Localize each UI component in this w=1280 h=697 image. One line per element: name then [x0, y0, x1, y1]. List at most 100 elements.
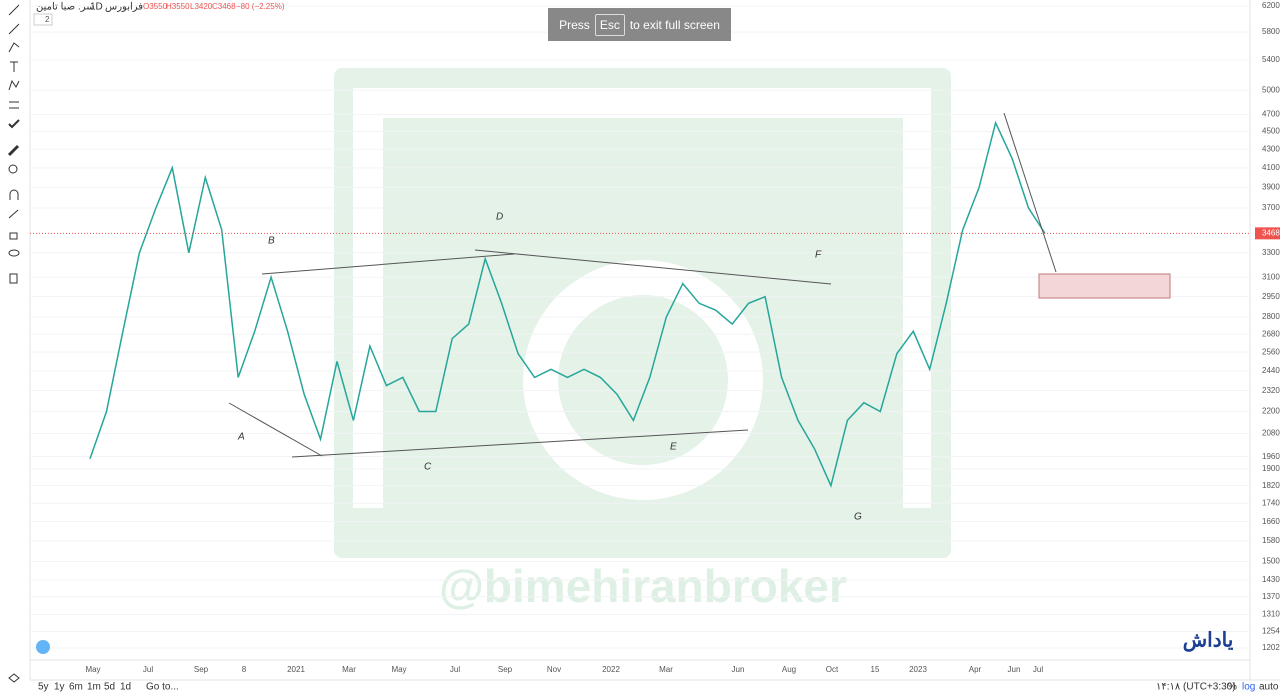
watermark-text: @bimehiranbroker — [439, 560, 847, 612]
x-tick-label: 2022 — [602, 665, 620, 674]
indicator-count: 2 — [45, 15, 50, 24]
trendlines — [228, 112, 1057, 458]
trendline — [291, 429, 749, 458]
y-tick-label: 1254 — [1262, 627, 1280, 636]
tool-icon[interactable] — [8, 209, 19, 219]
y-tick-label: 3300 — [1262, 248, 1280, 257]
range-button[interactable]: 5d — [104, 682, 115, 693]
tool-icon[interactable] — [8, 249, 20, 257]
hint-key: Esc — [594, 13, 625, 36]
x-tick-label: Jun — [1008, 665, 1021, 674]
tool-icon[interactable] — [8, 164, 18, 174]
tool-icon[interactable] — [8, 79, 20, 91]
tool-icon[interactable] — [9, 273, 18, 284]
ohlc: H3550 — [166, 2, 190, 11]
header: سر. صبا تامین 1D فرابورس O3550 H3550 L34… — [33, 2, 285, 26]
tool-icon[interactable] — [8, 4, 20, 16]
log-toggle[interactable]: log — [1242, 682, 1255, 693]
y-tick-label: 3700 — [1262, 203, 1280, 212]
wave-label: F — [815, 250, 822, 261]
x-tick-label: 15 — [871, 665, 880, 674]
range-button[interactable]: 1d — [120, 682, 131, 693]
hint-text: to exit full screen — [629, 17, 720, 32]
percent-toggle[interactable]: % — [1228, 682, 1237, 693]
auto-toggle[interactable]: auto — [1259, 682, 1279, 693]
indicator-toggle[interactable] — [33, 13, 53, 26]
tool-icon[interactable] — [8, 119, 20, 129]
y-tick-label: 6200 — [1262, 1, 1280, 10]
drawing-toolbar — [7, 4, 20, 683]
y-tick-label: 4500 — [1262, 127, 1280, 136]
x-tick-label: Mar — [659, 665, 673, 674]
tool-icon[interactable] — [8, 23, 20, 35]
y-tick-label: 3100 — [1262, 272, 1280, 281]
x-tick-label: Oct — [826, 665, 839, 674]
tool-icon[interactable] — [8, 42, 20, 53]
y-tick-label: 5400 — [1262, 55, 1280, 64]
y-tick-label: 1310 — [1262, 609, 1280, 618]
trendline — [261, 253, 515, 275]
y-tick-label: 4300 — [1262, 144, 1280, 153]
y-tick-label: 2320 — [1262, 386, 1280, 395]
y-tick-label: 1580 — [1262, 536, 1280, 545]
x-tick-label: May — [85, 665, 100, 674]
range-button[interactable]: 5y — [38, 682, 49, 693]
price-line — [89, 120, 1046, 488]
y-tick-label: 2200 — [1262, 407, 1280, 416]
y-tick-label: 1430 — [1262, 575, 1280, 584]
x-tick-label: Nov — [547, 665, 561, 674]
range-button[interactable]: 1m — [87, 682, 101, 693]
ohlc: O3550 — [143, 2, 168, 11]
last-price-label: 3468 — [1262, 228, 1280, 237]
range-button[interactable]: 6m — [69, 682, 83, 693]
tool-icon[interactable] — [8, 673, 20, 683]
tool-icon[interactable] — [10, 61, 18, 72]
trendline — [1003, 112, 1057, 273]
y-tick-label: 4100 — [1262, 163, 1280, 172]
tool-icon[interactable] — [9, 101, 19, 109]
y-tick-label: 1500 — [1262, 556, 1280, 565]
wave-label: D — [496, 212, 503, 223]
trendline — [474, 249, 832, 285]
watermark-logo — [334, 68, 951, 558]
target-zone — [1038, 273, 1171, 299]
x-tick-label: 2021 — [287, 665, 305, 674]
wave-label: G — [854, 512, 862, 523]
wave-labels: A B C D E F G — [237, 212, 862, 523]
goto-button[interactable]: Go to... — [146, 682, 179, 693]
y-tick-label: 2560 — [1262, 347, 1280, 356]
tool-icon[interactable] — [9, 232, 18, 240]
x-tick-label: Apr — [969, 665, 982, 674]
logo: یاداش — [1183, 629, 1234, 652]
hint-text: Press — [559, 17, 590, 32]
tool-icon[interactable] — [9, 189, 19, 200]
y-tick-label: 2440 — [1262, 366, 1280, 375]
y-tick-label: 3900 — [1262, 183, 1280, 192]
range-button[interactable]: 1y — [54, 682, 65, 693]
y-tick-label: 5000 — [1262, 85, 1280, 94]
y-tick-label: 1960 — [1262, 452, 1280, 461]
cloud-icon[interactable] — [36, 640, 50, 654]
y-tick-label: 1900 — [1262, 464, 1280, 473]
tool-icon[interactable] — [7, 144, 20, 157]
y-tick-label: 2680 — [1262, 329, 1280, 338]
y-tick-label: 5800 — [1262, 27, 1280, 36]
interval: 1D — [90, 2, 103, 13]
wave-label: E — [670, 442, 677, 453]
x-tick-label: Mar — [342, 665, 356, 674]
x-tick-label: Jul — [143, 665, 153, 674]
last-price-tag — [1255, 227, 1280, 240]
x-tick-label: Jul — [450, 665, 460, 674]
y-tick-label: 1202 — [1262, 643, 1280, 652]
ohlc: L3420 — [190, 2, 213, 11]
x-tick-label: 2023 — [909, 665, 927, 674]
symbol: سر. صبا تامین — [36, 2, 95, 13]
y-tick-label: 4700 — [1262, 110, 1280, 119]
exchange: فرابورس — [105, 2, 143, 13]
wave-label: A — [237, 432, 245, 443]
clock: ۱۴:۱۸ (UTC+3:30) — [1156, 682, 1236, 693]
x-tick-label: May — [391, 665, 406, 674]
bottom-bar: 5y 1y 6m 1m 5d 1d Go to... ۱۴:۱۸ (UTC+3:… — [38, 682, 1279, 693]
